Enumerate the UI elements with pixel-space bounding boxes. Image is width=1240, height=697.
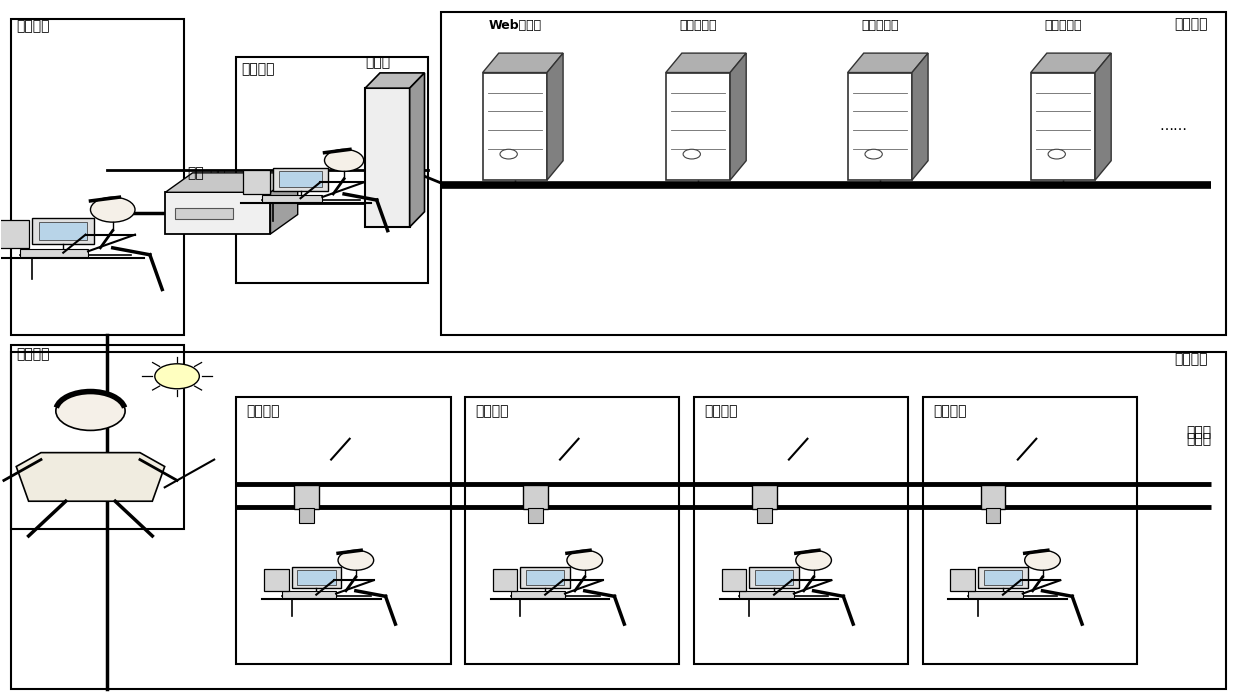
Text: 防火墙: 防火墙 <box>367 91 393 106</box>
Circle shape <box>683 149 701 159</box>
Text: 中心机房: 中心机房 <box>1174 17 1208 31</box>
Bar <box>11 19 185 335</box>
Bar <box>40 222 87 240</box>
Text: 其它服务器: 其它服务器 <box>1044 19 1081 32</box>
Polygon shape <box>1095 53 1111 180</box>
Circle shape <box>500 149 517 159</box>
Polygon shape <box>848 53 928 72</box>
Bar <box>755 570 794 585</box>
Circle shape <box>91 197 135 222</box>
Bar <box>986 508 1001 523</box>
Bar <box>978 567 1028 588</box>
Circle shape <box>1048 149 1065 159</box>
Circle shape <box>339 550 373 570</box>
Polygon shape <box>16 452 165 501</box>
Bar <box>0 220 29 248</box>
Text: 数据服务器: 数据服务器 <box>680 19 717 32</box>
Text: 中央库房: 中央库房 <box>16 19 50 33</box>
Bar <box>492 569 517 591</box>
Bar <box>482 72 547 180</box>
Bar <box>32 218 94 245</box>
Bar <box>523 485 548 510</box>
Bar <box>294 485 319 510</box>
Text: 网关: 网关 <box>187 166 203 180</box>
Text: 网关: 网关 <box>210 169 226 183</box>
Bar <box>279 171 321 187</box>
Text: 装配单元: 装配单元 <box>704 404 738 418</box>
Bar <box>296 570 336 585</box>
Bar <box>281 591 336 598</box>
Bar <box>511 591 565 598</box>
Bar <box>968 591 1023 598</box>
Text: ……: …… <box>1159 119 1187 133</box>
Bar <box>848 72 911 180</box>
Text: 装配线: 装配线 <box>1187 432 1211 446</box>
Text: Web服务器: Web服务器 <box>489 19 542 32</box>
Polygon shape <box>165 173 298 192</box>
Bar <box>751 485 776 510</box>
Circle shape <box>1024 550 1060 570</box>
Bar <box>263 194 322 202</box>
Bar <box>981 485 1006 510</box>
Text: 认证服务器: 认证服务器 <box>861 19 899 32</box>
Text: 管理单元: 管理单元 <box>16 347 50 361</box>
Bar <box>237 397 450 664</box>
Bar <box>299 508 314 523</box>
Bar <box>175 208 233 219</box>
Polygon shape <box>911 53 928 180</box>
Bar <box>951 569 975 591</box>
Bar <box>526 570 564 585</box>
Polygon shape <box>666 53 746 72</box>
Text: 装配分厂: 装配分厂 <box>1174 353 1208 367</box>
Bar <box>237 57 428 282</box>
Circle shape <box>325 149 363 171</box>
Bar <box>291 567 341 588</box>
Bar <box>365 88 409 227</box>
Polygon shape <box>409 73 424 227</box>
Circle shape <box>866 149 883 159</box>
Bar <box>739 591 794 598</box>
Text: 装配库房: 装配库房 <box>242 62 275 76</box>
Circle shape <box>56 392 125 431</box>
Bar <box>264 569 289 591</box>
Text: 防火墙: 防火墙 <box>365 55 391 69</box>
Text: 装配单元: 装配单元 <box>247 404 280 418</box>
Polygon shape <box>730 53 746 180</box>
Circle shape <box>796 550 832 570</box>
Bar <box>465 397 680 664</box>
Bar <box>440 12 1226 335</box>
Bar <box>694 397 908 664</box>
Bar <box>722 569 746 591</box>
Bar <box>165 192 270 234</box>
Bar <box>273 168 327 191</box>
Bar <box>983 570 1022 585</box>
Bar <box>666 72 730 180</box>
Polygon shape <box>1030 53 1111 72</box>
Bar <box>756 508 771 523</box>
Bar <box>528 508 543 523</box>
Bar <box>243 169 270 194</box>
Bar <box>1030 72 1095 180</box>
Polygon shape <box>270 173 298 234</box>
Bar <box>521 567 570 588</box>
Circle shape <box>155 364 200 389</box>
Bar <box>11 352 1226 689</box>
Polygon shape <box>482 53 563 72</box>
Text: 装配单元: 装配单元 <box>475 404 508 418</box>
Text: 装配线: 装配线 <box>1187 424 1211 439</box>
Bar <box>923 397 1137 664</box>
Circle shape <box>567 550 603 570</box>
Bar <box>11 345 185 529</box>
Polygon shape <box>365 73 424 88</box>
Bar <box>749 567 799 588</box>
Text: 装配单元: 装配单元 <box>932 404 966 418</box>
Polygon shape <box>547 53 563 180</box>
Bar <box>20 249 88 257</box>
